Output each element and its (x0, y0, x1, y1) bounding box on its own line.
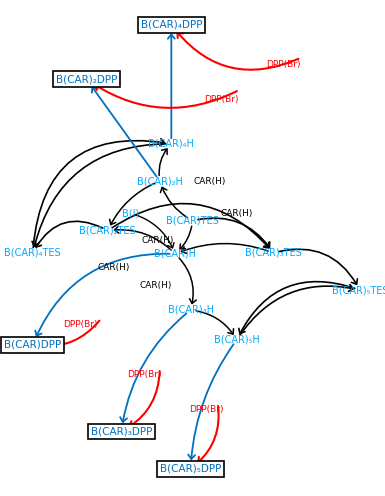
Text: DPP(Br): DPP(Br) (266, 60, 300, 69)
Text: CAR(H): CAR(H) (221, 209, 253, 218)
Text: CAR(H): CAR(H) (140, 281, 172, 290)
Text: B(CAR)₃DPP: B(CAR)₃DPP (90, 427, 152, 436)
Text: B(CAR)₅TES: B(CAR)₅TES (332, 285, 385, 295)
Text: DPP(Br): DPP(Br) (64, 320, 98, 329)
Text: B(CAR)₂DPP: B(CAR)₂DPP (56, 74, 117, 84)
Text: B(CAR)DPP: B(CAR)DPP (4, 340, 61, 350)
Text: B(CAR)₄H: B(CAR)₄H (148, 139, 194, 149)
Text: B(CAR)H: B(CAR)H (154, 249, 196, 259)
Text: B(CAR)₅DPP: B(CAR)₅DPP (160, 464, 221, 474)
Text: B(I): B(I) (122, 208, 139, 218)
Text: CAR(H): CAR(H) (97, 263, 130, 272)
Text: CAR(H): CAR(H) (194, 177, 226, 186)
Text: B(CAR)₂H: B(CAR)₂H (137, 176, 183, 186)
Text: B(CAR)TES: B(CAR)TES (166, 216, 219, 226)
Text: B(CAR)₄DPP: B(CAR)₄DPP (141, 20, 202, 30)
Text: B(CAR)₄TES: B(CAR)₄TES (4, 248, 61, 258)
Text: B(CAR)₃H: B(CAR)₃H (167, 305, 214, 315)
Text: B(CAR)₅H: B(CAR)₅H (214, 335, 259, 345)
Text: B(CAR)₃TES: B(CAR)₃TES (245, 248, 302, 258)
Text: DPP(Br): DPP(Br) (127, 370, 162, 379)
Text: DPP(Br): DPP(Br) (189, 405, 223, 414)
Text: CAR(H): CAR(H) (142, 236, 174, 245)
Text: DPP(Br): DPP(Br) (204, 95, 239, 104)
Text: B(CAR)₂TES: B(CAR)₂TES (79, 226, 136, 236)
